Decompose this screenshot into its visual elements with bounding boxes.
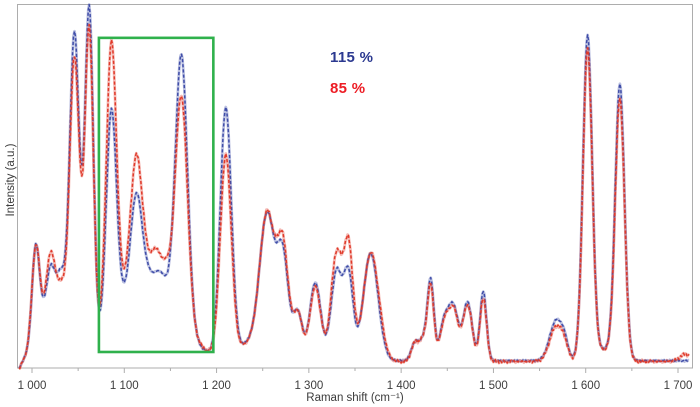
x-tick-label: 1 400 (387, 380, 416, 392)
y-axis-title: Intensity (a.u.) (5, 143, 17, 217)
legend-item-85-percent: 85 % (330, 80, 366, 97)
x-tick-label: 1 500 (479, 380, 508, 392)
legend-item-115-percent: 115 % (330, 49, 374, 66)
x-tick-label: 1 100 (110, 380, 139, 392)
x-tick-label: 1 600 (571, 380, 600, 392)
x-tick-label: 1 300 (294, 380, 323, 392)
curve-85 (18, 23, 690, 370)
curve-115 (18, 3, 690, 369)
highlight-box (97, 36, 215, 354)
x-tick-label: 1 700 (664, 380, 693, 392)
x-tick-label: 1 200 (202, 380, 231, 392)
x-axis-title: Raman shift (cm⁻¹) (306, 392, 404, 404)
x-tick-label: 1 000 (18, 380, 47, 392)
